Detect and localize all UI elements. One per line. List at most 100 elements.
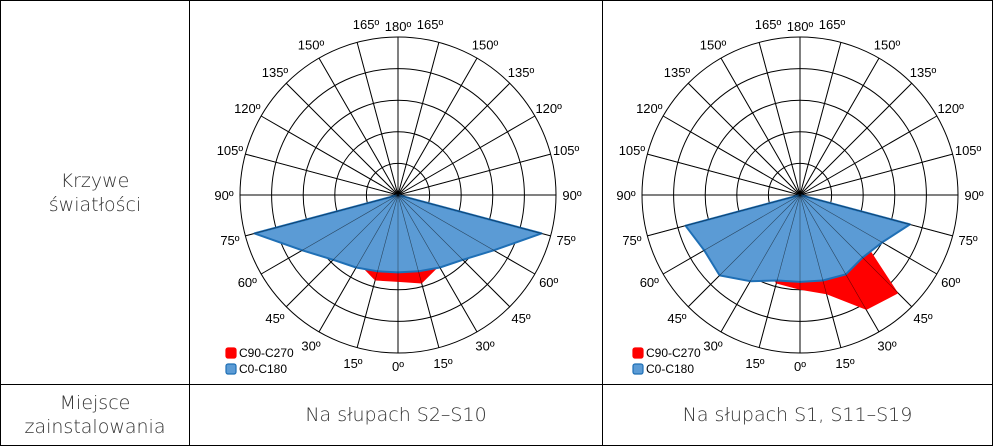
legend-label: C90-C270 (646, 346, 701, 360)
angle-label-left: 120º (234, 101, 261, 116)
polar-spoke-overlay (799, 194, 909, 304)
angle-label-top: 165º (353, 17, 380, 32)
installation-cell-1: Na słupach S2–S10 (305, 404, 487, 426)
polar-spoke-overlay (397, 86, 507, 196)
angle-label-left: 90º (214, 188, 233, 203)
row-label-installation-line2: zainstalowania (24, 416, 166, 438)
angle-label-left: 135º (262, 65, 289, 80)
table-border-top (0, 0, 993, 1)
polar-spoke-overlay (397, 62, 475, 196)
polar-spoke-overlay (651, 194, 801, 235)
polar-spoke-overlay (760, 46, 801, 196)
angle-label-right: 75º (556, 233, 575, 248)
angle-label-left: 60º (640, 275, 659, 290)
angle-label-right: 30º (877, 339, 896, 354)
polar-spoke-overlay (397, 194, 531, 272)
polar-spoke-overlay (799, 118, 933, 196)
polar-spoke-overlay (397, 194, 507, 304)
polar-spoke-overlay (760, 194, 801, 344)
polar-spoke-overlay (691, 86, 801, 196)
angle-label-right: 15º (433, 356, 452, 371)
angle-label-right: 15º (835, 356, 854, 371)
angle-label-right: 150º (472, 37, 499, 52)
angle-label-left: 45º (265, 311, 284, 326)
polar-spoke-overlay (799, 194, 877, 328)
polar-spoke-overlay (249, 155, 399, 196)
polar-spoke-overlay (723, 194, 801, 328)
angle-label-left: 150º (700, 37, 727, 52)
angle-label-right: 60º (941, 275, 960, 290)
angle-label-right: 90º (964, 188, 983, 203)
polar-spoke-overlay (799, 155, 949, 196)
installation-cell-2: Na słupach S1, S11–S19 (682, 404, 913, 426)
polar-spoke-overlay (799, 46, 840, 196)
angle-label-right: 60º (539, 275, 558, 290)
angle-label-left: 150º (298, 37, 325, 52)
angle-label-top: 180º (385, 19, 412, 34)
polar-spoke-overlay (397, 155, 547, 196)
polar-spoke-overlay (358, 194, 399, 344)
polar-spoke-overlay (289, 86, 399, 196)
polar-spoke-overlay (321, 194, 399, 328)
legend-swatch (225, 347, 237, 359)
table-border-left (0, 0, 1, 446)
polar-spoke-overlay (321, 62, 399, 196)
angle-label-right: 150º (874, 37, 901, 52)
polar-spoke-overlay (667, 118, 801, 196)
angle-label-right: 105º (553, 143, 580, 158)
polar-spoke-overlay (249, 194, 399, 235)
polar-spoke-overlay (799, 194, 949, 235)
row-label-curves: Krzywe światłości (1, 1, 189, 384)
angle-label-left: 105º (217, 143, 244, 158)
angle-label-left: 135º (664, 65, 691, 80)
table-col-divider-2 (602, 0, 603, 446)
polar-spoke-overlay (265, 118, 399, 196)
angle-label-left: 105º (619, 143, 646, 158)
polar-spoke-overlay (397, 194, 438, 344)
polar-spoke-overlay (691, 194, 801, 304)
row-label-installation-line1: Miejsce (59, 392, 131, 414)
angle-label-left: 120º (636, 101, 663, 116)
angle-label-right: 105º (955, 143, 982, 158)
angle-label-right: 120º (535, 101, 562, 116)
angle-label-bottom: 0º (392, 359, 404, 374)
angle-label-right: 135º (910, 65, 937, 80)
polar-spoke-overlay (265, 194, 399, 272)
angle-label-left: 15º (343, 356, 362, 371)
polar-spoke-overlay (289, 194, 399, 304)
legend-label: C0-C180 (239, 362, 287, 376)
legend-swatch (632, 363, 644, 375)
angle-label-bottom: 0º (794, 359, 806, 374)
angle-label-left: 30º (301, 339, 320, 354)
polar-spoke-overlay (799, 194, 840, 344)
angle-label-left: 60º (238, 275, 257, 290)
angle-label-right: 30º (475, 339, 494, 354)
polar-chart-1: 165º 180º 165º 150º 150º 135º 135º 120º 120º 105º… (214, 17, 581, 376)
angle-label-right: 45º (913, 311, 932, 326)
row-label-installation: Miejsce zainstalowania (1, 385, 189, 445)
angle-label-top: 165º (819, 17, 846, 32)
legend-label: C0-C180 (646, 362, 694, 376)
legend-swatch (225, 363, 237, 375)
polar-spoke-overlay (397, 194, 547, 235)
polar-spoke-overlay (397, 118, 531, 196)
table-col-divider-1 (189, 0, 190, 446)
legend-swatch (632, 347, 644, 359)
polar-spoke-overlay (651, 155, 801, 196)
angle-label-left: 45º (667, 311, 686, 326)
angle-label-right: 75º (958, 233, 977, 248)
angle-label-right: 120º (937, 101, 964, 116)
angle-label-left: 90º (616, 188, 635, 203)
legend-label: C90-C270 (239, 346, 294, 360)
angle-label-top: 165º (417, 17, 444, 32)
row-label-curves-line1: Krzywe (60, 169, 130, 192)
polar-spoke-overlay (397, 194, 475, 328)
angle-label-left: 15º (745, 356, 764, 371)
angle-label-top: 165º (755, 17, 782, 32)
polar-spoke-overlay (667, 194, 801, 272)
polar-spoke-overlay (397, 46, 438, 196)
row-label-curves-line2: światłości (48, 193, 142, 216)
angle-label-right: 90º (562, 188, 581, 203)
table-row-divider (0, 384, 993, 385)
